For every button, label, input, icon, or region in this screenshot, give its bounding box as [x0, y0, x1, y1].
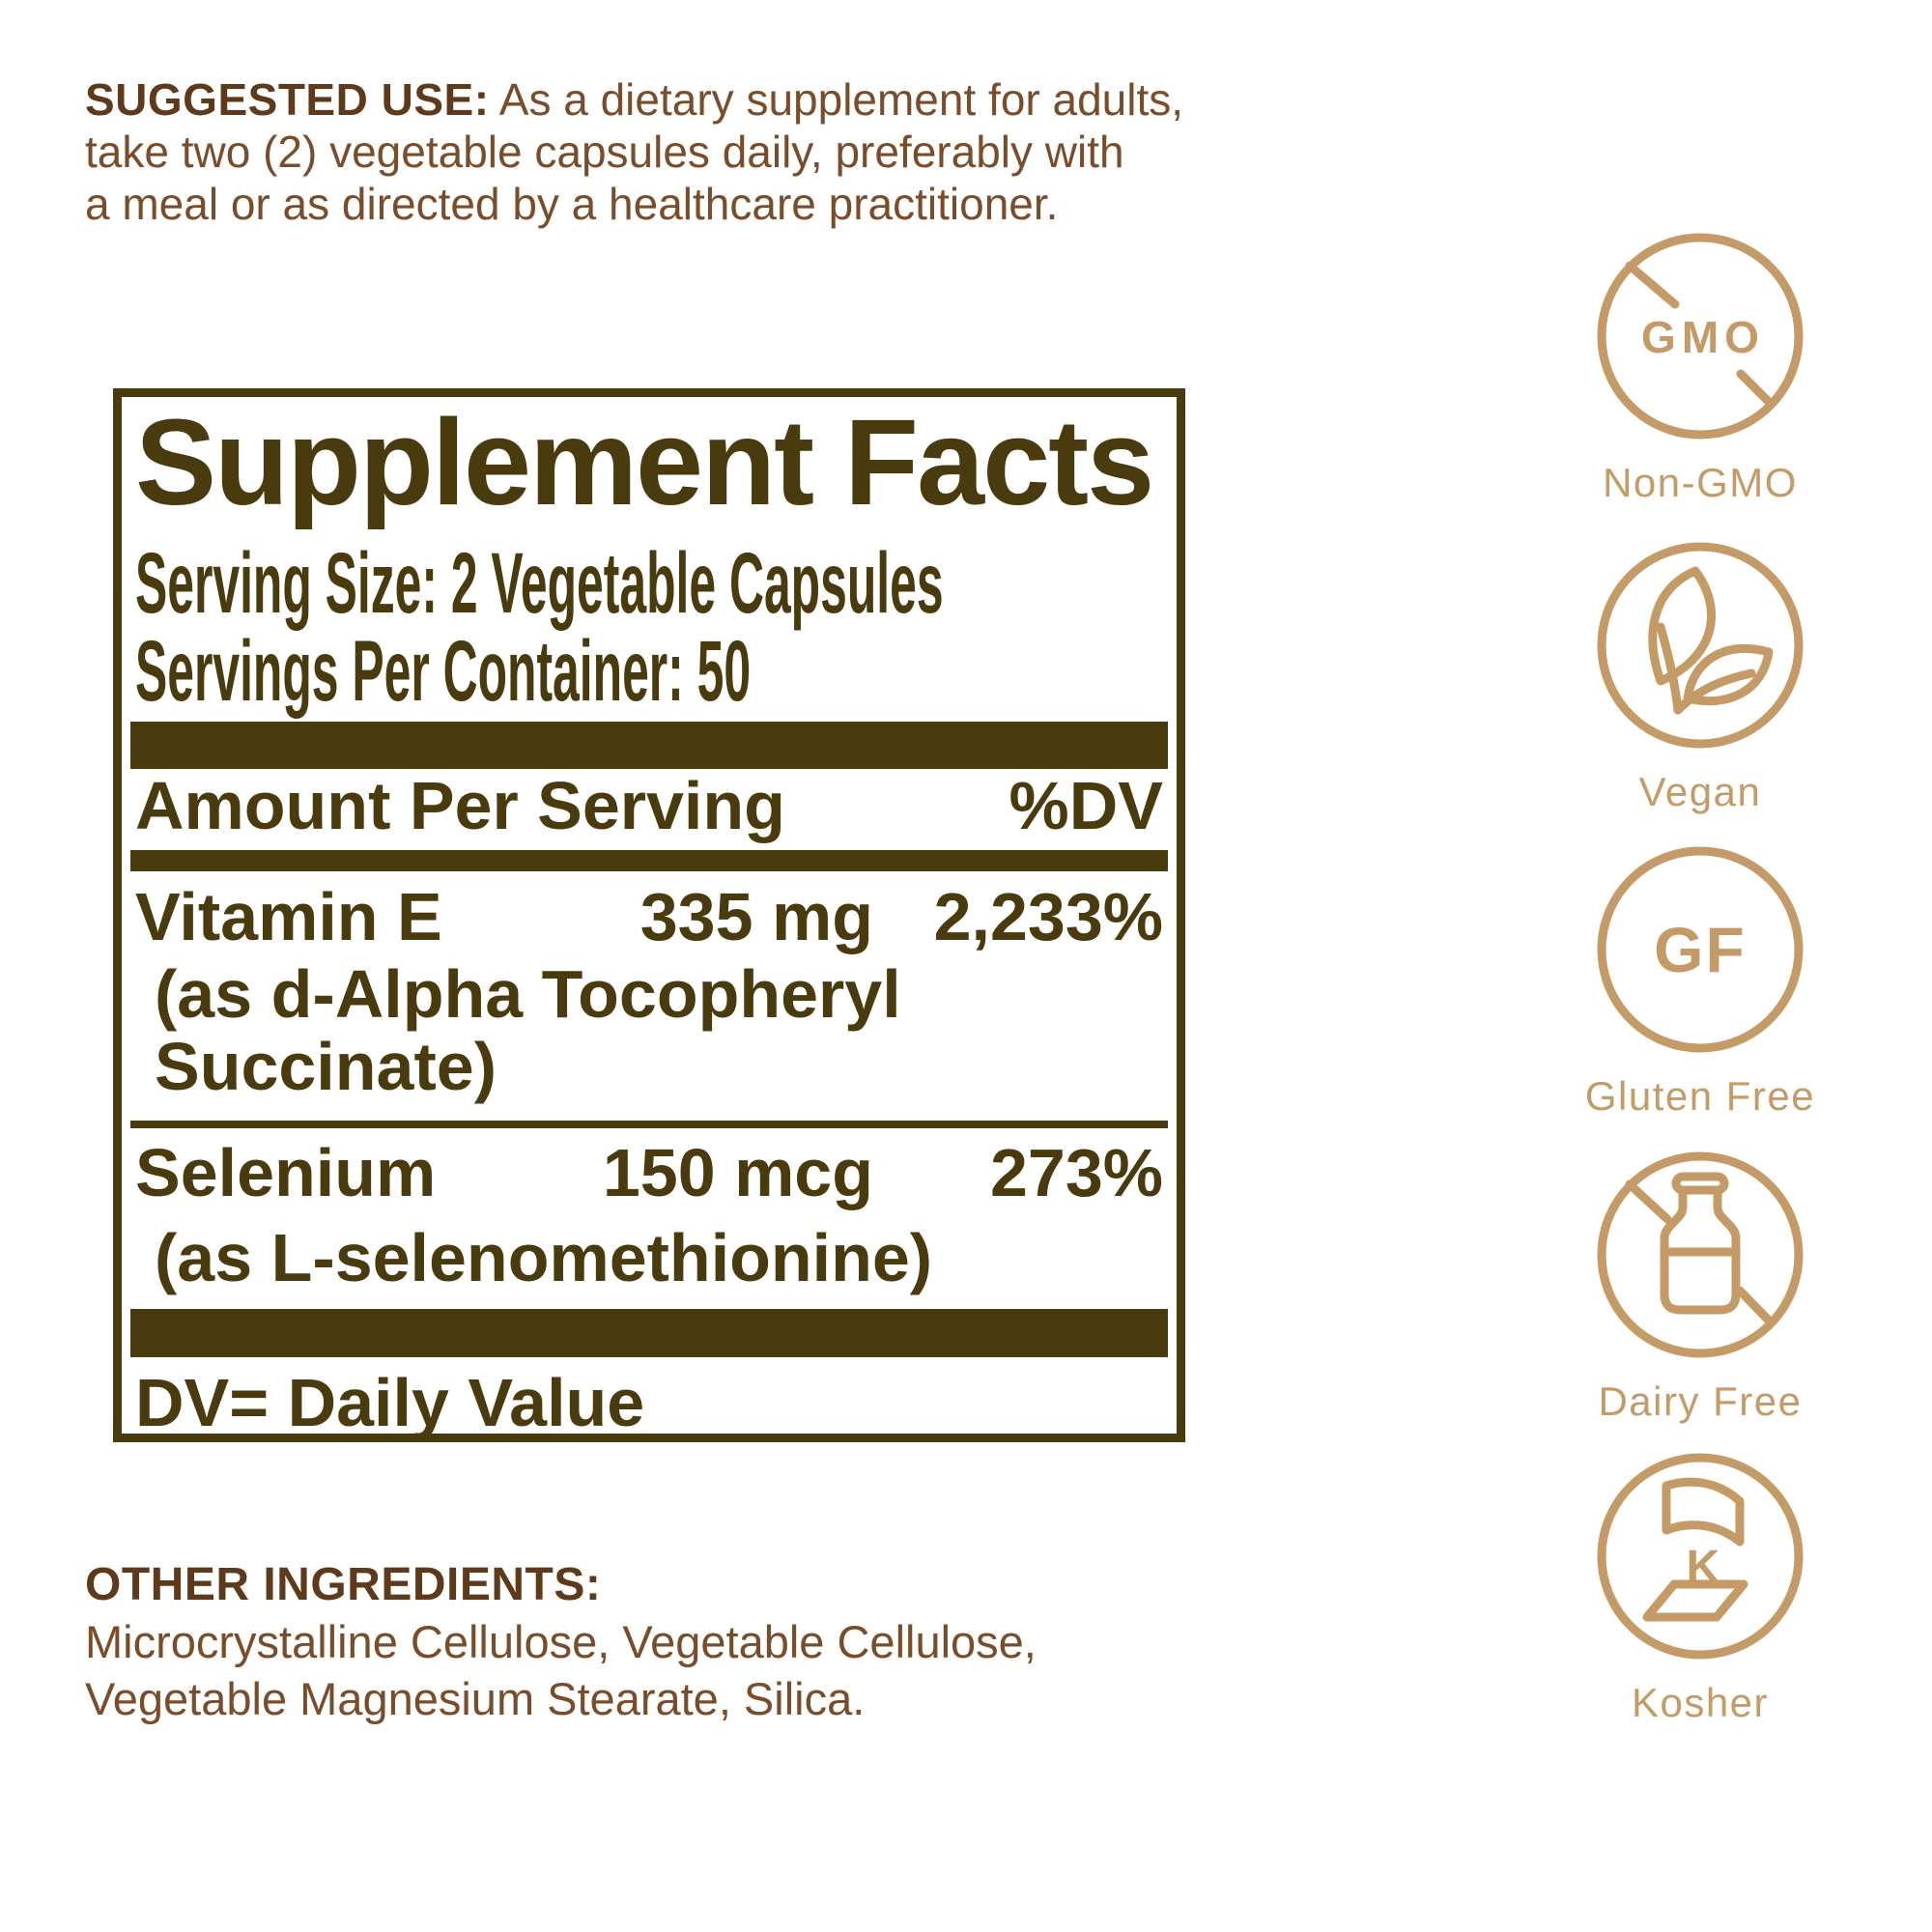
supplement-facts-title: Supplement Facts: [135, 394, 1154, 530]
badge-label: Kosher: [1631, 1680, 1770, 1725]
medium-divider: [130, 850, 1168, 871]
nutrient-detail-line: (as d-Alpha Tocopheryl: [155, 956, 901, 1032]
badge-label: Dairy Free: [1598, 1378, 1803, 1424]
table-row: Vitamin E 335 mg 2,233%: [135, 883, 1163, 951]
kosher-icon-text: K: [1687, 1542, 1720, 1593]
suggested-use-heading: SUGGESTED USE:: [85, 74, 490, 125]
thick-divider-bottom: [130, 1309, 1168, 1357]
nutrient-amount: 150 mcg: [602, 1135, 873, 1210]
thick-divider-top: [130, 722, 1168, 769]
suggested-use-paragraph: SUGGESTED USE: As a dietary supplement f…: [85, 73, 1244, 230]
kosher-icon: K: [1597, 1453, 1804, 1660]
nutrient-dv: 2,233%: [933, 879, 1163, 954]
badge-gluten-free: GF Gluten Free: [1536, 842, 1864, 1121]
milk-bottle-crossed-icon: [1597, 1151, 1804, 1358]
servings-per-container-line: Servings Per Container: 50: [135, 628, 1163, 714]
gluten-free-icon: GF: [1597, 846, 1804, 1053]
leaf-icon: [1597, 542, 1804, 749]
other-ingredients-heading: OTHER INGREDIENTS:: [85, 1559, 602, 1610]
other-ingredients-section: OTHER INGREDIENTS: Microcrystalline Cell…: [85, 1557, 1341, 1727]
nutrient-name: Selenium: [135, 1135, 437, 1210]
suggested-use-text: As a dietary supplement for adults,: [498, 74, 1184, 125]
other-ingredients-line-2: Vegetable Magnesium Stearate, Silica.: [85, 1673, 866, 1724]
badge-vegan: Vegan: [1536, 538, 1864, 816]
badge-label: Gluten Free: [1584, 1073, 1816, 1119]
other-ingredients-line-1: Microcrystalline Cellulose, Vegetable Ce…: [85, 1616, 1037, 1667]
badge-label: Non-GMO: [1603, 460, 1798, 505]
nutrient-detail-line: Succinate): [155, 1029, 497, 1104]
badge-label: Vegan: [1638, 769, 1762, 814]
serving-size-line: Serving Size: 2 Vegetable Capsules: [135, 540, 1163, 626]
gmo-crossed-icon: GMO: [1597, 233, 1804, 440]
nutrient-detail-line: (as L-selenomethionine): [155, 1220, 933, 1295]
daily-value-footnote: DV= Daily Value: [135, 1365, 645, 1440]
nutrient-name: Vitamin E: [135, 879, 442, 954]
thin-divider: [130, 1121, 1168, 1128]
serving-size-text: Serving Size: 2 Vegetable Capsules: [135, 534, 944, 631]
nutrient-dv: 273%: [989, 1135, 1163, 1210]
supplement-facts-panel: Supplement Facts Serving Size: 2 Vegetab…: [113, 388, 1185, 1442]
dv-header: %DV: [1009, 768, 1163, 843]
table-row: Selenium 150 mcg 273%: [135, 1139, 1163, 1207]
amount-per-serving-header: Amount Per Serving: [135, 768, 785, 843]
table-header-row: Amount Per Serving %DV: [135, 772, 1163, 839]
servings-per-container-text: Servings Per Container: 50: [135, 622, 752, 719]
badge-dairy-free: Dairy Free: [1536, 1148, 1864, 1426]
badge-kosher: K Kosher: [1536, 1449, 1864, 1727]
suggested-use-line-1: SUGGESTED USE: As a dietary supplement f…: [85, 73, 1244, 126]
suggested-use-line-2: take two (2) vegetable capsules daily, p…: [85, 127, 1124, 177]
badge-non-gmo: GMO Non-GMO: [1536, 229, 1864, 507]
suggested-use-line-3: a meal or as directed by a healthcare pr…: [85, 179, 1059, 229]
nutrient-amount: 335 mg: [639, 879, 873, 954]
gf-icon-text: GF: [1654, 914, 1747, 985]
gmo-icon-text: GMO: [1641, 312, 1765, 362]
